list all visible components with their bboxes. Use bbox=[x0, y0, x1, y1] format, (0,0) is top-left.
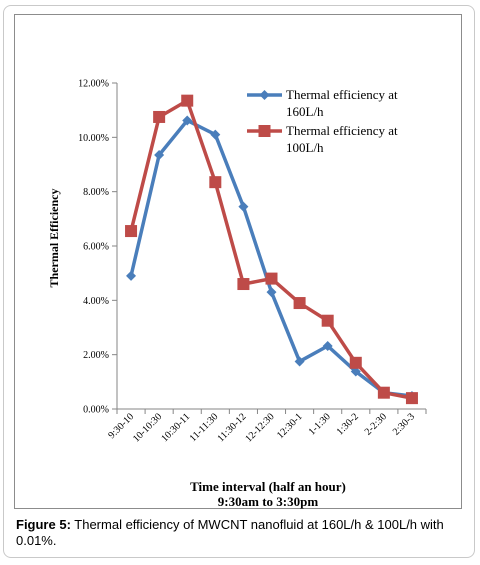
data-point bbox=[349, 356, 362, 369]
x-axis-label: Time interval (half an hour) bbox=[190, 479, 346, 494]
legend-item-2: Thermal efficiency at 100L/h bbox=[247, 123, 398, 155]
data-point bbox=[237, 278, 250, 291]
data-point bbox=[153, 110, 166, 123]
data-point bbox=[266, 287, 277, 298]
series-2 bbox=[125, 94, 418, 405]
figure-frame bbox=[3, 5, 475, 558]
data-point bbox=[321, 314, 334, 327]
x-tick-label: 11:30-12 bbox=[215, 411, 248, 444]
y-tick-label: 8.00% bbox=[83, 187, 109, 198]
x-tick-label: 10-10:30 bbox=[131, 411, 164, 444]
x-tick-label: 12:30-1 bbox=[275, 411, 305, 441]
data-point bbox=[293, 297, 306, 310]
x-axis-sublabel: 9:30am to 3:30pm bbox=[218, 494, 319, 509]
legend-label: 100L/h bbox=[286, 140, 324, 155]
legend-label: Thermal efficiency at bbox=[286, 123, 398, 138]
data-point bbox=[258, 125, 271, 137]
y-tick-label: 12.00% bbox=[78, 79, 109, 90]
series-line bbox=[129, 118, 413, 398]
y-tick-label: 4.00% bbox=[83, 296, 109, 307]
series-1 bbox=[126, 115, 417, 401]
data-point bbox=[181, 94, 194, 107]
data-point bbox=[265, 272, 278, 285]
chart-area bbox=[14, 14, 462, 509]
x-tick-label: 2-2:30 bbox=[363, 411, 389, 437]
data-point bbox=[377, 386, 390, 399]
y-axis-label: Thermal Efficiency bbox=[47, 189, 61, 288]
data-point bbox=[182, 115, 193, 126]
caption-text: Thermal efficiency of MWCNT nanofluid at… bbox=[16, 517, 444, 548]
y-tick-label: 0.00% bbox=[83, 405, 109, 416]
x-tick-label: 10:30-11 bbox=[159, 411, 192, 444]
data-point bbox=[405, 392, 418, 405]
data-point bbox=[209, 176, 222, 189]
y-tick-label: 2.00% bbox=[83, 350, 109, 361]
legend-item-1: Thermal efficiency at 160L/h bbox=[247, 87, 398, 119]
series-line bbox=[129, 98, 413, 400]
data-point bbox=[238, 201, 249, 212]
data-point bbox=[154, 149, 165, 160]
data-point bbox=[210, 129, 221, 140]
data-point bbox=[125, 225, 138, 238]
legend-label: 160L/h bbox=[286, 104, 324, 119]
legend-label: Thermal efficiency at bbox=[286, 87, 398, 102]
data-point bbox=[294, 356, 305, 367]
x-tick-label: 11-11:30 bbox=[188, 411, 221, 444]
x-tick-label: 2:30-3 bbox=[391, 411, 417, 437]
data-point bbox=[350, 366, 361, 377]
y-tick-label: 6.00% bbox=[83, 242, 109, 253]
data-point bbox=[322, 340, 333, 351]
y-tick-label: 10.00% bbox=[78, 133, 109, 144]
data-point bbox=[259, 90, 270, 100]
x-tick-label: 12-12:30 bbox=[243, 411, 276, 444]
caption-label: Figure 5: bbox=[16, 517, 71, 532]
x-tick-label: 1-1:30 bbox=[307, 411, 333, 437]
x-tick-label: 1:30-2 bbox=[335, 411, 361, 437]
data-point bbox=[126, 270, 137, 281]
series-layer bbox=[125, 94, 418, 405]
figure-caption: Figure 5: Thermal efficiency of MWCNT na… bbox=[16, 517, 466, 549]
